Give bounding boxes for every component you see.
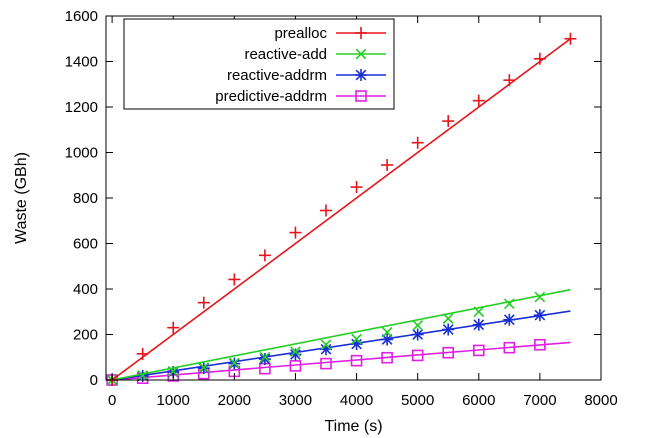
y-tick-label: 400 xyxy=(73,281,98,298)
series-predictive-addrm-line xyxy=(112,341,571,381)
y-tick-label: 800 xyxy=(73,190,98,207)
series-predictive-addrm-point xyxy=(381,351,393,364)
series-predictive-addrm-point xyxy=(350,354,363,367)
y-tick-label: 1600 xyxy=(65,8,98,25)
series-reactive-addrm-point xyxy=(258,353,271,366)
x-tick-label: 2000 xyxy=(218,392,251,409)
x-tick-label: 0 xyxy=(108,392,116,409)
series-prealloc-point xyxy=(136,347,149,360)
series-prealloc-point xyxy=(533,52,546,65)
series-reactive-addrm-point xyxy=(411,328,424,341)
series-reactive-addrm-point xyxy=(503,313,516,326)
series-reactive-add-point xyxy=(198,362,210,373)
series-reactive-add-point xyxy=(259,351,271,363)
x-axis-title: Time (s) xyxy=(324,418,382,435)
series-prealloc-point xyxy=(442,115,455,128)
series-prealloc-point xyxy=(472,94,485,107)
legend-label: prealloc xyxy=(274,25,327,42)
series-predictive-addrm-point xyxy=(503,341,516,354)
series-prealloc-point xyxy=(350,181,363,194)
series-reactive-add-point xyxy=(290,346,301,357)
series-predictive-addrm-point xyxy=(534,338,546,351)
y-axis-title: Waste (GBh) xyxy=(13,152,30,244)
series-prealloc-point xyxy=(564,32,577,45)
y-tick-label: 1200 xyxy=(65,99,98,116)
legend: prealloc reactive-add reactive-addrm predic… xyxy=(123,18,395,110)
series-reactive-add-line xyxy=(111,288,571,381)
x-tick-label: 4000 xyxy=(340,392,373,409)
x-tick-label: 6000 xyxy=(462,392,495,409)
x-tick-label: 7000 xyxy=(523,392,556,409)
series-reactive-addrm-point xyxy=(289,348,302,361)
series-reactive-add-point xyxy=(351,333,362,345)
x-tick-label: 8000 xyxy=(584,392,617,409)
series-prealloc-point xyxy=(320,204,332,217)
x-tick-label: 1000 xyxy=(157,392,190,409)
series-predictive-addrm-point xyxy=(289,360,302,372)
series-predictive-addrm-point xyxy=(472,344,485,357)
y-tick-label: 600 xyxy=(73,236,98,253)
series-prealloc-line xyxy=(111,38,571,381)
series-prealloc-point xyxy=(503,74,516,87)
series-prealloc-point xyxy=(258,249,271,262)
x-tick-label: 5000 xyxy=(401,392,434,409)
legend-marker xyxy=(355,48,367,60)
series-prealloc-point xyxy=(197,296,210,309)
legend-marker xyxy=(355,90,367,102)
y-tick-label: 0 xyxy=(90,372,98,389)
series-reactive-add-point xyxy=(381,326,393,338)
series-predictive-addrm-point xyxy=(320,357,332,370)
y-tick-label: 1000 xyxy=(65,145,98,162)
legend-label: reactive-addrm xyxy=(227,67,327,84)
series-reactive-addrm-point xyxy=(472,318,485,331)
series-reactive-add-point xyxy=(503,298,515,310)
series-prealloc-point xyxy=(228,273,241,286)
axes-layer: 0 1000 2000 3000 4000 5000 6000 7000 8000 0 200 400… xyxy=(65,8,618,409)
series-predictive-addrm-point xyxy=(442,346,455,359)
series-predictive-addrm-point xyxy=(259,362,271,375)
y-tick-label: 1400 xyxy=(65,54,98,71)
series-reactive-add-point xyxy=(228,357,240,369)
series-reactive-addrm-line xyxy=(111,310,571,381)
series-prealloc-point xyxy=(381,159,394,172)
series-prealloc-point xyxy=(289,226,302,239)
legend-marker xyxy=(355,69,367,81)
series-reactive-add-point xyxy=(167,365,179,377)
series-prealloc-point xyxy=(167,321,180,334)
series-predictive-addrm-point xyxy=(411,349,424,362)
y-tick-label: 200 xyxy=(73,327,98,344)
series-reactive-add-point xyxy=(320,339,332,351)
legend-box xyxy=(123,18,395,110)
series-reactive-addrm-point xyxy=(533,309,546,322)
legend-label: reactive-add xyxy=(244,46,327,63)
x-tick-label: 3000 xyxy=(279,392,312,409)
series-reactive-add-point xyxy=(534,291,546,303)
series-reactive-add-point xyxy=(412,320,424,331)
series-reactive-add-point xyxy=(442,313,454,324)
series-reactive-add-point xyxy=(473,306,485,318)
legend-label: predictive-addrm xyxy=(215,88,327,105)
series-prealloc-point xyxy=(411,136,424,149)
legend-marker xyxy=(355,27,367,39)
series-reactive-add-point xyxy=(137,370,149,381)
series-reactive-addrm-point xyxy=(442,323,455,336)
